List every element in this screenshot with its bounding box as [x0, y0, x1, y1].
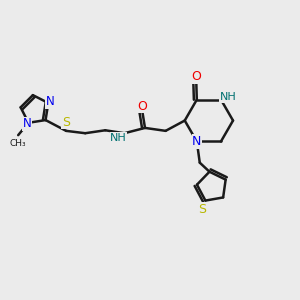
Text: S: S [62, 116, 70, 128]
Text: NH: NH [110, 133, 127, 142]
Text: N: N [23, 118, 32, 130]
Text: O: O [137, 100, 147, 112]
Text: N: N [192, 135, 202, 148]
Text: N: N [45, 95, 54, 108]
Text: O: O [191, 70, 201, 83]
Text: CH₃: CH₃ [9, 139, 26, 148]
Text: NH: NH [220, 92, 237, 102]
Text: S: S [199, 203, 206, 216]
